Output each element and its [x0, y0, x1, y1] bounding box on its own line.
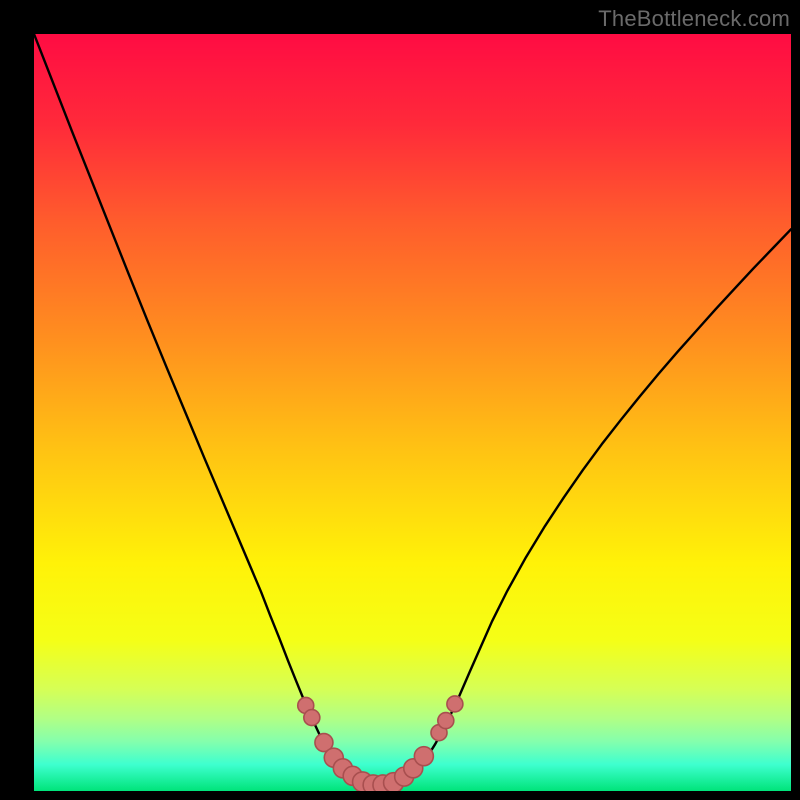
data-marker: [304, 710, 320, 726]
data-marker: [414, 747, 433, 766]
plot-area: [34, 34, 791, 791]
data-marker: [438, 713, 454, 729]
plot-svg: [34, 34, 791, 791]
data-marker: [447, 696, 463, 712]
watermark-label: TheBottleneck.com: [598, 6, 790, 32]
chart-stage: TheBottleneck.com: [0, 0, 800, 800]
gradient-background: [34, 34, 791, 791]
